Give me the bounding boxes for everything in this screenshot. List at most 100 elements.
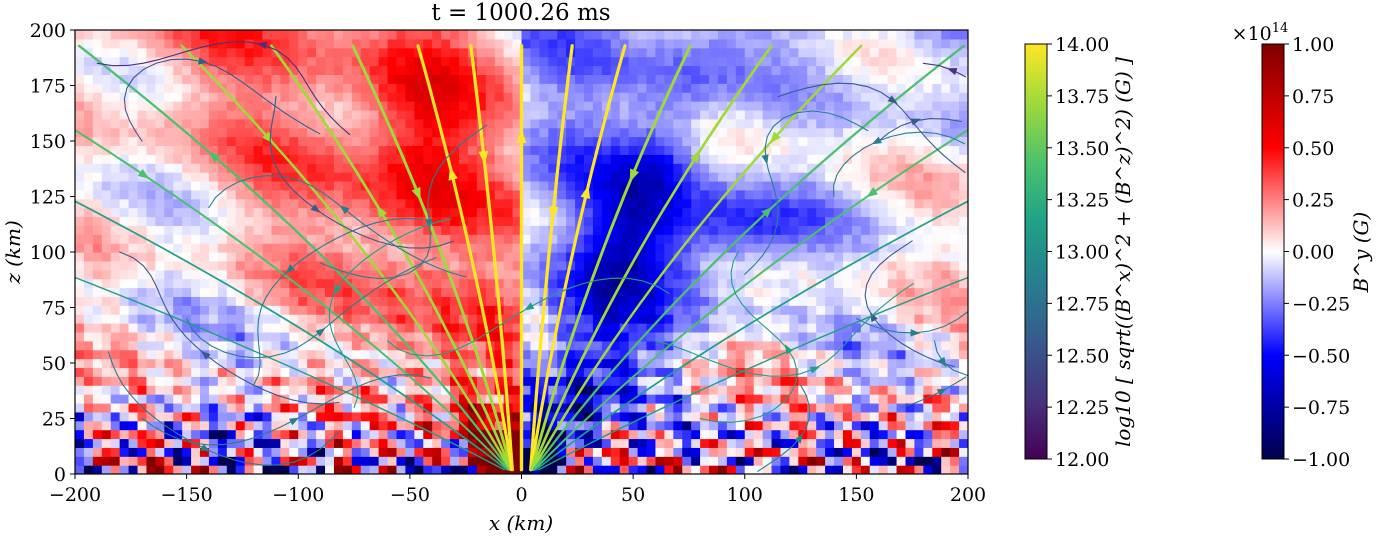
heatmap-cell [825,136,835,147]
heatmap-cell [878,376,889,386]
heatmap-cell [351,198,362,209]
heatmap-cell [405,438,415,448]
heatmap-cell [244,216,255,226]
heatmap-cell [584,429,594,440]
heatmap-cell [378,438,389,448]
heatmap-cell [753,30,764,40]
heatmap-cell [494,367,505,377]
heatmap-cell [217,438,228,448]
heatmap-cell [548,65,558,75]
heatmap-cell [253,252,264,262]
heatmap-cell [575,109,585,120]
heatmap-cell [905,47,916,58]
heatmap-cell [950,38,960,49]
heatmap-cell [610,234,621,244]
heatmap-cell [887,189,898,200]
heatmap-cell [548,56,558,67]
heatmap-cell [798,447,808,457]
heatmap-cell [869,296,880,306]
heatmap-cell [253,92,264,102]
heatmap-cell [664,438,674,448]
heatmap-cell [137,420,148,431]
heatmap-cell [467,38,478,49]
heatmap-cell [717,340,728,351]
heatmap-cell [494,109,505,120]
heatmap-cell [128,38,139,49]
heatmap-cell [75,411,85,422]
heatmap-cell [217,323,228,333]
heatmap-cell [128,154,139,164]
heatmap-cell [887,172,898,182]
heatmap-cell [717,83,728,93]
heatmap-cell [298,47,308,58]
heatmap-cell [753,367,764,377]
heatmap-cell [575,411,585,422]
heatmap-cell [494,189,505,200]
heatmap-cell [307,234,317,244]
heatmap-cell [530,92,540,102]
heatmap-cell [923,118,933,129]
heatmap-cell [503,314,514,324]
heatmap-cell [709,207,719,218]
heatmap-cell [646,367,657,377]
heatmap-cell [307,269,317,280]
heatmap-cell [110,207,121,218]
heatmap-cell [351,305,362,315]
heatmap-cell [619,278,630,289]
heatmap-cell [646,358,657,369]
heatmap-cell [655,127,665,138]
heatmap-cell [146,225,156,235]
heatmap-cell [378,118,389,129]
heatmap-cell [342,234,353,244]
heatmap-cell [333,420,344,431]
heatmap-cell [467,172,478,182]
heatmap-cell [146,394,156,404]
heatmap-cell [512,172,523,182]
heatmap-cell [825,234,835,244]
heatmap-cell [637,349,648,360]
heatmap-cell [405,411,415,422]
heatmap-cell [271,358,281,369]
heatmap-cell [601,420,612,431]
heatmap-cell [744,420,755,431]
heatmap-cell [717,154,728,164]
heatmap-cell [592,109,603,120]
heatmap-cell [164,287,174,297]
heatmap-cell [485,56,496,67]
heatmap-cell [378,83,389,93]
heatmap-cell [369,358,380,369]
heatmap-cell [753,136,764,147]
heatmap-cell [325,243,335,253]
heatmap-cell [557,92,567,102]
heatmap-cell [432,198,442,209]
heatmap-cell [717,189,728,200]
heatmap-cell [592,252,603,262]
heatmap-cell [316,367,326,377]
heatmap-cell [878,465,889,474]
heatmap-cell [655,47,665,58]
heatmap-cell [628,385,639,395]
heatmap-cell [271,340,281,351]
heatmap-cell [932,465,942,474]
heatmap-cell [208,358,219,369]
heatmap-cell [128,136,139,147]
heatmap-cell [709,287,719,297]
heatmap-cell [253,456,264,466]
heatmap-cell [441,314,451,324]
heatmap-cell [92,358,103,369]
heatmap-cell [137,56,148,67]
heatmap-cell [387,394,398,404]
heatmap-cell [842,234,853,244]
heatmap-cell [128,118,139,129]
heatmap-cell [771,109,782,120]
heatmap-cell [262,394,273,404]
heatmap-cell [628,198,639,209]
heatmap-cell [521,234,532,244]
heatmap-cell [682,314,692,324]
heatmap-cell [530,376,540,386]
heatmap-cell [753,456,764,466]
heatmap-cell [271,56,281,67]
heatmap-cell [851,420,862,431]
heatmap-cell [959,465,968,474]
heatmap-cell [333,189,344,200]
